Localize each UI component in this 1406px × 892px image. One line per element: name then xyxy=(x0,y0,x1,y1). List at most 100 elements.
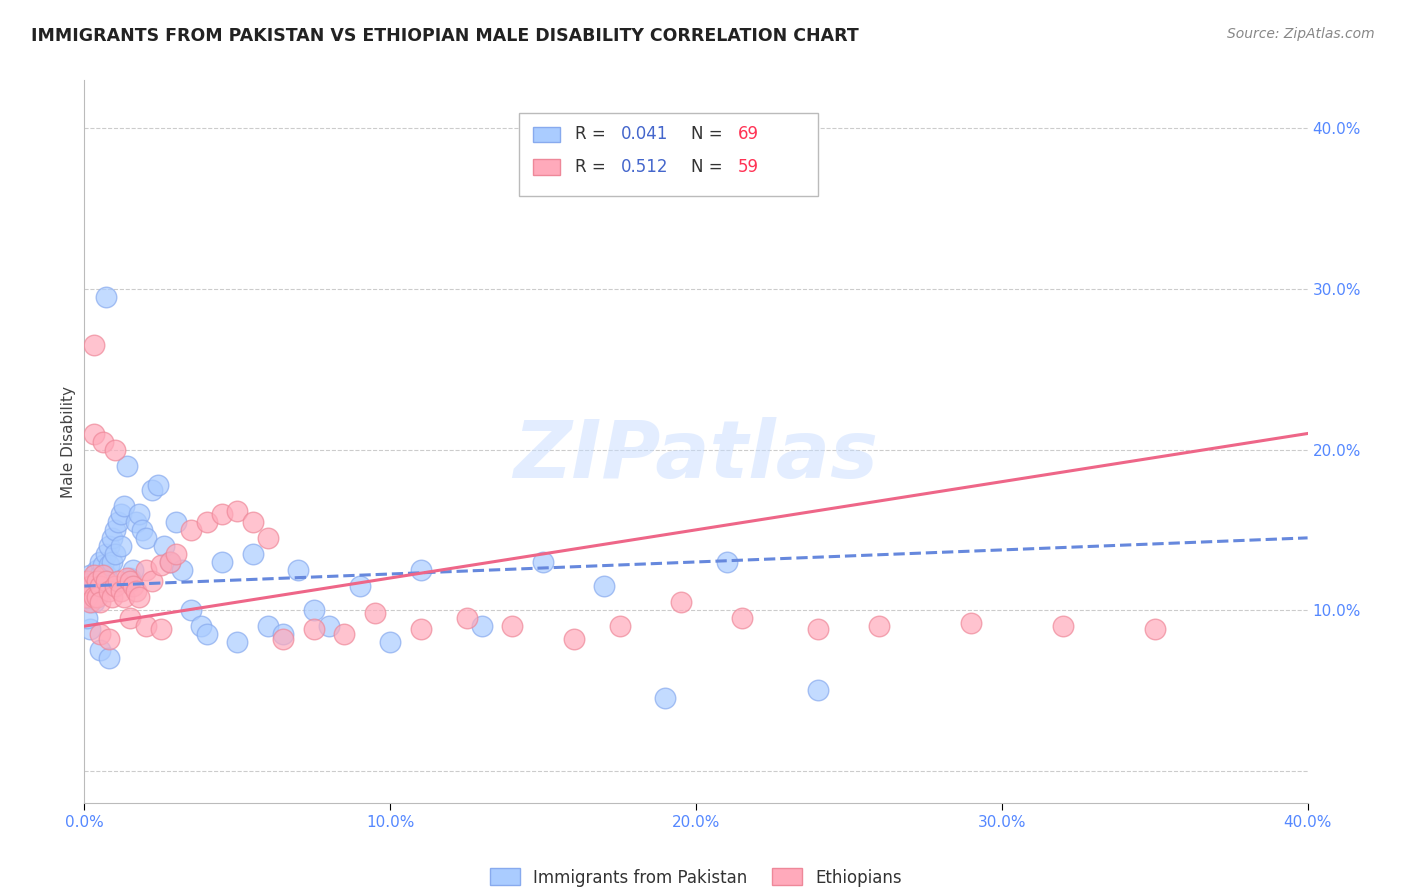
Point xyxy=(135,619,157,633)
Text: 59: 59 xyxy=(738,158,759,176)
Point xyxy=(83,426,105,441)
Point xyxy=(609,619,631,633)
Point xyxy=(86,591,108,605)
Point xyxy=(409,623,432,637)
Point xyxy=(94,574,117,589)
Point xyxy=(86,563,108,577)
Point xyxy=(101,531,124,545)
Point xyxy=(242,547,264,561)
Y-axis label: Male Disability: Male Disability xyxy=(60,385,76,498)
Point xyxy=(94,567,117,582)
Point xyxy=(149,558,172,573)
Point xyxy=(471,619,494,633)
Point xyxy=(89,579,111,593)
Point xyxy=(226,503,249,517)
Legend: Immigrants from Pakistan, Ethiopians: Immigrants from Pakistan, Ethiopians xyxy=(484,862,908,892)
Point xyxy=(180,603,202,617)
Point xyxy=(110,539,132,553)
Point xyxy=(211,507,233,521)
Point xyxy=(104,523,127,537)
Text: IMMIGRANTS FROM PAKISTAN VS ETHIOPIAN MALE DISABILITY CORRELATION CHART: IMMIGRANTS FROM PAKISTAN VS ETHIOPIAN MA… xyxy=(31,27,859,45)
Point xyxy=(242,515,264,529)
Point xyxy=(83,338,105,352)
Point xyxy=(257,619,280,633)
Point xyxy=(112,591,135,605)
Point xyxy=(79,579,101,593)
Point xyxy=(83,591,105,605)
Point xyxy=(86,574,108,589)
Point xyxy=(333,627,356,641)
Point xyxy=(149,623,172,637)
Point xyxy=(97,583,120,598)
Point xyxy=(172,563,194,577)
FancyBboxPatch shape xyxy=(533,127,560,143)
Text: Source: ZipAtlas.com: Source: ZipAtlas.com xyxy=(1227,27,1375,41)
Point xyxy=(135,531,157,545)
Point xyxy=(86,591,108,605)
Point xyxy=(257,531,280,545)
Point xyxy=(122,579,145,593)
Point xyxy=(83,571,105,585)
Point xyxy=(97,539,120,553)
Point xyxy=(79,595,101,609)
Text: 0.041: 0.041 xyxy=(621,126,669,144)
Point xyxy=(89,627,111,641)
Point xyxy=(89,643,111,657)
Point xyxy=(79,589,101,603)
Point xyxy=(76,574,98,589)
Point xyxy=(76,611,98,625)
Point xyxy=(1052,619,1074,633)
Point xyxy=(195,515,218,529)
Point xyxy=(195,627,218,641)
Point xyxy=(122,563,145,577)
Point xyxy=(79,579,101,593)
Point xyxy=(409,563,432,577)
Point xyxy=(271,632,294,646)
Point xyxy=(380,635,402,649)
Point xyxy=(107,574,129,589)
Point xyxy=(302,603,325,617)
Point xyxy=(128,591,150,605)
Point xyxy=(89,555,111,569)
Point xyxy=(94,290,117,304)
Point xyxy=(159,555,181,569)
Point xyxy=(115,571,138,585)
Point xyxy=(141,483,163,497)
Point xyxy=(104,442,127,457)
Point xyxy=(456,611,478,625)
Point xyxy=(807,683,830,698)
Point xyxy=(107,515,129,529)
Point xyxy=(76,574,98,589)
Point xyxy=(89,579,111,593)
Point xyxy=(165,515,187,529)
Point xyxy=(271,627,294,641)
FancyBboxPatch shape xyxy=(519,112,818,196)
Point xyxy=(716,555,738,569)
Point xyxy=(180,523,202,537)
Point xyxy=(125,583,148,598)
Point xyxy=(226,635,249,649)
Point xyxy=(135,563,157,577)
Point xyxy=(79,567,101,582)
Point xyxy=(593,579,616,593)
Point xyxy=(91,567,114,582)
Point xyxy=(94,547,117,561)
Point xyxy=(104,579,127,593)
Point xyxy=(502,619,524,633)
Point xyxy=(869,619,891,633)
Point xyxy=(190,619,212,633)
Point xyxy=(97,632,120,646)
Point xyxy=(669,595,692,609)
Point xyxy=(76,583,98,598)
Point xyxy=(101,555,124,569)
Point xyxy=(131,523,153,537)
Point xyxy=(731,611,754,625)
Point xyxy=(146,478,169,492)
Point xyxy=(120,611,142,625)
Point xyxy=(86,574,108,589)
Text: N =: N = xyxy=(692,158,728,176)
Point xyxy=(115,458,138,473)
Point xyxy=(97,558,120,573)
Point xyxy=(125,515,148,529)
Point xyxy=(562,632,585,646)
